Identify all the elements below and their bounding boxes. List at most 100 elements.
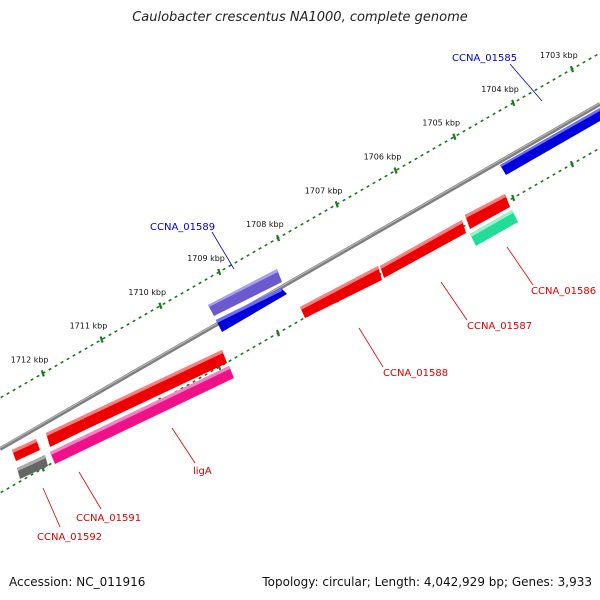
outer-tick — [126, 322, 130, 326]
gene-ccna-01589[interactable] — [208, 269, 282, 316]
outer-tick — [426, 150, 430, 154]
outer-tick — [30, 378, 34, 382]
outer-tick — [264, 243, 268, 247]
outer-tick — [582, 60, 586, 64]
genome-backbone — [0, 102, 600, 451]
major-tick-outer — [334, 200, 339, 208]
outer-tick — [396, 167, 400, 171]
kbp-tick-label: 1710 kbp — [128, 288, 166, 297]
outer-tick — [36, 374, 40, 378]
inner-tick — [186, 383, 190, 387]
major-tick-inner — [569, 160, 575, 168]
label-leaders — [42, 63, 543, 528]
gene-ccna-01586-red[interactable] — [465, 194, 510, 229]
outer-tick — [318, 212, 322, 216]
outer-tick — [66, 357, 70, 361]
outer-tick — [204, 278, 208, 281]
gene-label-ccna-01587: CCNA_01587 — [467, 321, 532, 332]
outer-tick — [48, 367, 52, 371]
outer-tick — [222, 267, 226, 271]
major-tick-outer — [217, 268, 222, 276]
outer-tick — [108, 333, 112, 337]
inner-tick — [534, 183, 538, 187]
outer-tick — [384, 174, 388, 178]
outer-tick — [96, 340, 100, 344]
major-tick-outer — [393, 167, 398, 174]
inner-tick — [30, 473, 34, 477]
gene-ccna-01587[interactable] — [380, 220, 466, 278]
outer-tick — [378, 178, 382, 181]
inner-tick — [246, 348, 250, 352]
gene-ccna-01591[interactable] — [46, 416, 87, 447]
outer-tick — [306, 219, 310, 223]
outer-tick — [54, 364, 58, 368]
outer-tick — [324, 209, 328, 212]
outer-tick — [552, 78, 556, 81]
inner-tick — [552, 173, 556, 176]
outer-tick — [576, 64, 580, 68]
gene-ccna-01586[interactable] — [470, 210, 518, 246]
outer-tick — [408, 160, 412, 164]
inner-tick — [564, 166, 568, 169]
accession-text: Accession: NC_011916 — [9, 575, 146, 589]
outer-tick — [372, 181, 376, 185]
outer-tick — [288, 229, 292, 233]
major-tick-outer — [40, 370, 45, 377]
gene-ccna-01592[interactable] — [17, 455, 48, 479]
outer-tick — [186, 288, 190, 292]
outer-tick — [252, 250, 256, 254]
outer-tick — [420, 153, 424, 157]
outer-tick — [330, 205, 334, 209]
outer-tick — [558, 74, 562, 78]
kbp-tick-label: 1708 kbp — [246, 220, 284, 229]
major-tick-outer — [275, 234, 281, 242]
inner-tick — [540, 179, 544, 183]
outer-tick — [84, 347, 88, 350]
gene-ligA[interactable] — [50, 366, 234, 464]
outer-tick — [360, 188, 364, 192]
outer-tick — [594, 53, 598, 57]
kbp-tick-label: 1707 kbp — [305, 186, 343, 195]
gene-ccna-01588[interactable] — [300, 266, 382, 318]
gene-ccna-01590[interactable] — [82, 350, 227, 429]
kbp-tick-label: 1711 kbp — [70, 322, 108, 331]
outer-tick — [162, 302, 166, 306]
outer-tick — [432, 147, 436, 150]
major-tick-inner — [275, 329, 281, 337]
outer-tick — [24, 381, 28, 385]
gene-ccna-01592-red[interactable] — [12, 439, 40, 461]
outer-tick — [402, 164, 406, 168]
gene-ccna-01589-part2[interactable] — [216, 288, 287, 332]
outer-tick — [294, 226, 298, 230]
inner-tick — [576, 159, 580, 163]
inner-tick — [228, 359, 232, 363]
outer-tick — [456, 133, 460, 137]
inner-tick — [204, 373, 208, 376]
inner-tick — [198, 376, 202, 380]
inner-tick — [588, 152, 592, 156]
kbp-tick-label: 1704 kbp — [481, 85, 519, 94]
outer-tick — [138, 316, 142, 319]
gene-label-ccna-01591: CCNA_01591 — [76, 513, 141, 524]
outer-tick — [258, 247, 262, 250]
inner-tick — [294, 321, 298, 325]
outer-tick — [0, 395, 4, 399]
gene-label-ccna-01589: CCNA_01589 — [150, 222, 215, 233]
outer-tick — [462, 129, 466, 133]
inner-tick — [252, 345, 256, 349]
inner-tick — [6, 486, 10, 490]
outer-tick — [588, 57, 592, 61]
inner-tick — [516, 193, 520, 197]
gene-label-ligA: ligA — [193, 466, 212, 477]
outer-tick — [354, 191, 358, 195]
outer-tick — [444, 140, 448, 143]
backbone-highlight — [0, 102, 600, 449]
outer-tick — [132, 319, 136, 323]
outer-tick — [240, 257, 244, 261]
gene-ccna-01585[interactable] — [500, 108, 600, 175]
outer-tick — [192, 285, 196, 288]
major-tick-outer — [452, 133, 457, 141]
major-tick-outer — [99, 336, 104, 343]
outer-tick — [234, 260, 238, 264]
